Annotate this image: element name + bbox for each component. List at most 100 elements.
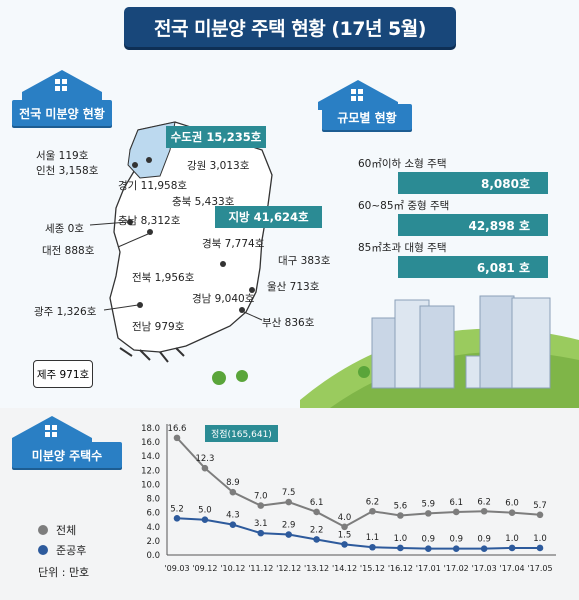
legend-completed: 준공후 [38, 542, 86, 558]
local-region-tag: 지방 41,624호 [215, 206, 322, 228]
y-tick-label: 14.0 [141, 452, 160, 462]
dot-gwangju [137, 302, 143, 308]
data-label: 4.0 [338, 513, 352, 523]
data-label: 6.2 [477, 497, 491, 507]
data-point [425, 545, 432, 552]
data-point [313, 508, 320, 516]
islands [119, 347, 185, 363]
x-tick-label: '09.03 [164, 564, 189, 573]
data-label: 0.9 [477, 535, 491, 545]
x-tick-label: '16.12 [388, 564, 413, 573]
y-tick-label: 0.0 [146, 551, 160, 561]
legend-total: 전체 [38, 522, 76, 538]
region-label: 울산 713호 [267, 281, 320, 293]
data-label: 5.6 [394, 501, 408, 511]
region-label: 세종 0호 [45, 223, 84, 235]
legend-dot-icon [38, 545, 48, 555]
data-point [201, 464, 209, 472]
size-value: 6,081 호 [398, 256, 548, 278]
data-label: 6.1 [449, 498, 463, 508]
x-tick-label: '10.12 [220, 564, 245, 573]
x-tick-label: '12.12 [276, 564, 301, 573]
data-label: 6.1 [310, 498, 324, 508]
region-label: 전남 979호 [132, 321, 185, 333]
tree [212, 371, 226, 385]
size-value: 8,080호 [398, 172, 548, 194]
data-point [536, 511, 544, 519]
data-label: 6.2 [366, 497, 380, 507]
unit-label: 단위 : 만호 [38, 566, 90, 579]
house-icon [22, 70, 102, 100]
data-point [201, 516, 209, 524]
data-label: 1.0 [533, 534, 547, 544]
region-label: 충북 5,433호 [172, 196, 235, 208]
x-tick-label: '14.12 [332, 564, 357, 573]
data-point [452, 508, 460, 516]
dot-seoul [146, 157, 152, 163]
legend-completed-label: 준공후 [56, 544, 87, 557]
data-point [285, 531, 292, 538]
region-label: 광주 1,326호 [34, 306, 97, 318]
y-tick-label: 12.0 [141, 466, 160, 476]
peak-annotation: 정점(165,641) [205, 425, 278, 442]
data-point [229, 521, 237, 528]
data-point [173, 434, 181, 442]
y-tick-label: 2.0 [146, 537, 160, 547]
data-point [369, 543, 376, 551]
x-tick-label: '11.12 [248, 564, 273, 573]
peninsula-outline [109, 121, 273, 353]
dot-busan [239, 307, 245, 313]
x-tick-label: '15.12 [360, 564, 385, 573]
region-label: 경남 9,040호 [192, 293, 255, 305]
data-label: 5.9 [422, 499, 436, 509]
dot-daegu [220, 261, 226, 267]
section-size: 규모별 현황 [322, 104, 412, 130]
data-label: 5.0 [198, 506, 212, 516]
data-point [257, 502, 265, 509]
data-point [341, 523, 348, 531]
region-label: 서울 119호 [36, 150, 89, 162]
section-national: 전국 미분양 현황 [12, 100, 112, 126]
data-label: 7.0 [254, 492, 268, 502]
y-tick-label: 8.0 [146, 495, 160, 505]
x-tick-label: '17.01 [416, 564, 441, 573]
tree [236, 370, 248, 382]
x-tick-label: '17.02 [444, 564, 469, 573]
region-label: 경기 11,958호 [118, 180, 188, 192]
data-point [480, 507, 488, 515]
legend-dot-icon [38, 525, 48, 535]
data-point [369, 507, 376, 515]
region-label: 부산 836호 [262, 317, 315, 329]
legend-total-label: 전체 [56, 524, 77, 537]
data-point [257, 529, 265, 537]
data-label: 1.5 [338, 530, 352, 540]
data-label: 2.9 [282, 521, 296, 531]
data-label: 6.0 [505, 499, 519, 509]
x-tick-label: '17.03 [472, 564, 497, 573]
data-point [508, 509, 516, 516]
buildings-illustration [371, 295, 551, 389]
title-banner: 전국 미분양 주택 현황 (17년 5월) [124, 7, 456, 47]
data-point [397, 512, 404, 519]
x-tick-label: '13.12 [304, 564, 329, 573]
y-tick-label: 16.0 [141, 438, 160, 448]
data-label: 1.1 [366, 533, 380, 543]
tree [358, 366, 370, 378]
data-label: 1.0 [505, 534, 519, 544]
region-label: 충남 8,312호 [118, 215, 181, 227]
data-point [452, 545, 460, 552]
data-label: 0.9 [422, 535, 436, 545]
data-point [341, 541, 348, 548]
x-tick-label: '17.05 [527, 564, 552, 573]
y-tick-label: 10.0 [141, 480, 160, 490]
page-title: 전국 미분양 주택 현황 (17년 5월) [154, 17, 426, 40]
section-units: 미분양 주택수 [12, 442, 122, 468]
data-point [508, 544, 516, 552]
size-value: 42,898 호 [398, 214, 548, 236]
dot-daejeon [147, 229, 153, 235]
series-line [176, 517, 540, 550]
data-label: 12.3 [195, 454, 214, 464]
data-label: 5.7 [533, 501, 547, 511]
size-label: 60㎡이하 소형 주택 [358, 158, 447, 170]
dot-incheon [132, 162, 138, 168]
